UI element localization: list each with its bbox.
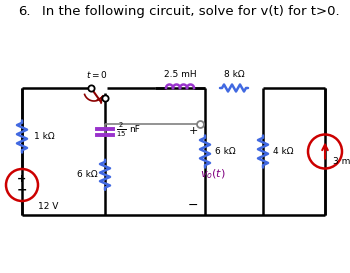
Text: −: − xyxy=(188,198,198,212)
Text: +: + xyxy=(18,174,27,184)
Text: In the following circuit, solve for v(t) for t>0.: In the following circuit, solve for v(t)… xyxy=(42,5,340,18)
Text: $\frac{2}{15}$: $\frac{2}{15}$ xyxy=(116,120,127,139)
Text: 12 V: 12 V xyxy=(38,202,58,211)
Text: 6 kΩ: 6 kΩ xyxy=(215,147,236,156)
Text: nF: nF xyxy=(129,125,140,134)
Text: 3 mA: 3 mA xyxy=(333,157,350,166)
Text: 1 kΩ: 1 kΩ xyxy=(34,132,55,141)
Text: $v_o(t)$: $v_o(t)$ xyxy=(200,167,226,181)
Text: 6 kΩ: 6 kΩ xyxy=(77,170,98,179)
Text: 2.5 mH: 2.5 mH xyxy=(164,70,196,79)
Text: +: + xyxy=(188,126,198,136)
Text: $t = 0$: $t = 0$ xyxy=(86,69,108,80)
Text: 8 kΩ: 8 kΩ xyxy=(224,70,244,79)
Text: 4 kΩ: 4 kΩ xyxy=(273,147,294,156)
Text: −: − xyxy=(17,183,27,197)
Text: 6.: 6. xyxy=(18,5,30,18)
